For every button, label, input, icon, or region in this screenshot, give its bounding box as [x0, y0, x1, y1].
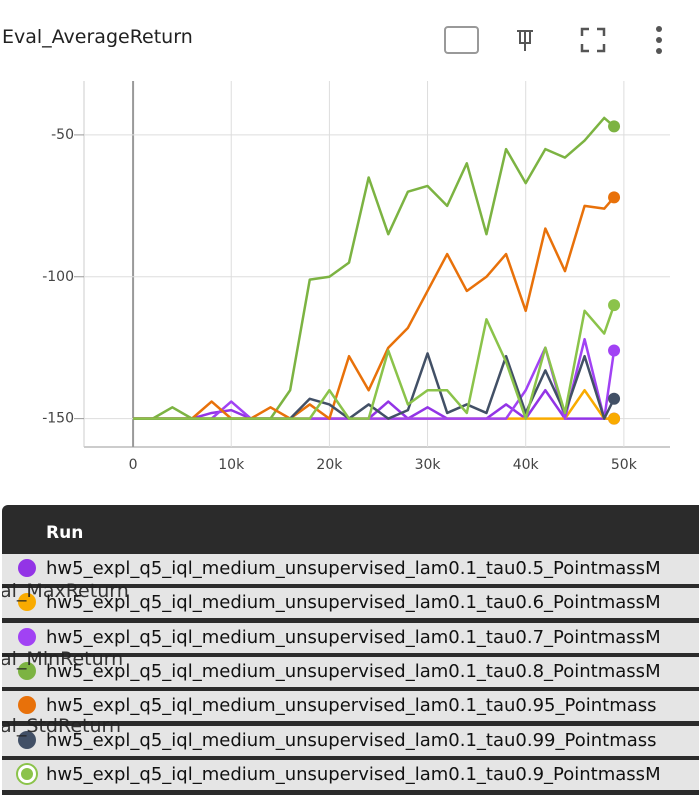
end-point — [608, 412, 621, 425]
end-point — [608, 392, 621, 405]
x-tick-label: 20k — [316, 457, 343, 473]
legend-row: hw5_expl_q5_iql_medium_unsupervised_lam0… — [2, 725, 699, 756]
legend-label: hw5_expl_q5_iql_medium_unsupervised_lam0… — [46, 695, 657, 717]
x-tick-label: 40k — [513, 457, 540, 473]
legend-swatch — [18, 593, 36, 612]
legend-row: hw5_expl_q5_iql_medium_unsupervised_lam0… — [2, 554, 699, 584]
series-line — [133, 116, 615, 420]
menu-icon[interactable] — [656, 26, 662, 54]
background-label: al_MinReturn — [2, 648, 124, 670]
series-line — [133, 337, 616, 420]
legend-swatch — [18, 627, 36, 646]
pin-icon[interactable] — [517, 30, 533, 51]
legend-label: hw5_expl_q5_iql_medium_unsupervised_lam0… — [46, 558, 661, 579]
legend-label: hw5_expl_q5_iql_medium_unsupervised_lam0… — [46, 729, 657, 751]
legend-row: hw5_expl_q5_iql_medium_unsupervised_lam0… — [2, 656, 699, 687]
legend-label: hw5_expl_q5_iql_medium_unsupervised_lam0… — [46, 660, 661, 682]
end-point — [608, 191, 621, 204]
x-tick-label: 0 — [129, 457, 138, 473]
fit-icon[interactable] — [444, 26, 479, 54]
legend-label: hw5_expl_q5_iql_medium_unsupervised_lam0… — [46, 592, 661, 614]
tooltip-header: Run — [46, 523, 84, 543]
y-tick-label: -100 — [42, 269, 74, 285]
x-tick-label: 30k — [415, 457, 442, 473]
end-point — [608, 299, 621, 312]
legend-label: hw5_expl_q5_iql_medium_unsupervised_lam0… — [46, 763, 661, 785]
fullscreen-icon[interactable] — [580, 27, 606, 53]
legend-row: hw5_expl_q5_iql_medium_unsupervised_lam0… — [2, 622, 699, 653]
end-point — [608, 120, 621, 133]
chart-title: Eval_AverageReturn — [2, 26, 193, 48]
legend-row: hw5_expl_q5_iql_medium_unsupervised_lam0… — [2, 759, 699, 790]
legend-row: hw5_expl_q5_iql_medium_unsupervised_lam0… — [2, 588, 699, 619]
background-label: al_StdReturn — [2, 715, 122, 737]
x-tick-label: 50k — [611, 457, 638, 473]
series-line — [133, 196, 615, 420]
chart: 0 10k 20k 30k 40k 50k -150 -100 -50 — [42, 26, 670, 473]
toolbar — [444, 26, 662, 54]
legend-swatch — [18, 696, 36, 715]
background-label: al_MaxReturn — [2, 580, 129, 602]
legend-row: hw5_expl_q5_iql_medium_unsupervised_lam0… — [2, 691, 699, 722]
legend-swatch — [18, 764, 36, 783]
end-point — [608, 344, 621, 357]
legend-swatch — [18, 730, 36, 749]
y-tick-label: -50 — [51, 127, 74, 143]
series-line — [133, 304, 616, 420]
y-tick-label: -150 — [42, 411, 74, 427]
legend-swatch — [18, 559, 36, 577]
x-tick-label: 10k — [218, 457, 245, 473]
tooltip: Run al_MaxReturn al_MinReturn al_StdReturn… — [2, 505, 699, 795]
legend-label: hw5_expl_q5_iql_medium_unsupervised_lam0… — [46, 626, 661, 648]
legend-swatch — [18, 661, 36, 680]
